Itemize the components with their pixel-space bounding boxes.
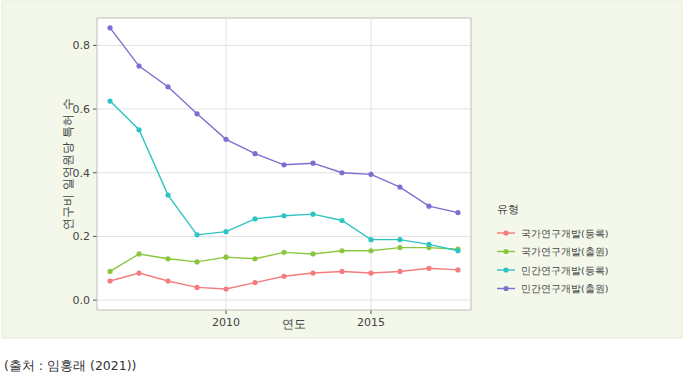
point (339, 218, 344, 223)
point (194, 259, 199, 264)
grid-line (97, 300, 471, 301)
point (165, 84, 170, 89)
legend-label: 민간연구개발(출원) (521, 283, 608, 294)
tick-mark (93, 172, 97, 173)
point (310, 270, 315, 275)
panel (2, 1, 682, 338)
point (194, 111, 199, 116)
point (397, 269, 402, 274)
tick-mark (93, 109, 97, 110)
grid-line (97, 109, 471, 110)
tick-mark (93, 236, 97, 237)
grid-line (226, 18, 227, 310)
point (281, 274, 286, 279)
tick-mark (226, 310, 227, 314)
legend-marker (503, 286, 508, 291)
point (223, 286, 228, 291)
point (252, 256, 257, 261)
series-group (107, 25, 460, 291)
point (310, 212, 315, 217)
point (455, 248, 460, 253)
point (194, 285, 199, 290)
point (368, 237, 373, 242)
point (426, 204, 431, 209)
point (252, 151, 257, 156)
x-tick-label: 2015 (357, 316, 385, 329)
series-line (110, 28, 458, 213)
point (339, 248, 344, 253)
point (165, 256, 170, 261)
tick-mark (93, 300, 97, 301)
point (107, 25, 112, 30)
grid-line (97, 45, 471, 46)
point (339, 269, 344, 274)
grid-line (370, 18, 371, 310)
point (426, 266, 431, 271)
point (223, 137, 228, 142)
point (107, 278, 112, 283)
point (107, 269, 112, 274)
point (455, 210, 460, 215)
series-line (110, 268, 458, 289)
legend-label: 국가연구개발(출원) (521, 246, 608, 257)
y-tick-label: 0.8 (73, 39, 91, 52)
point (165, 278, 170, 283)
legend-label: 민간연구개발(등록) (521, 265, 608, 276)
point (107, 99, 112, 104)
point (223, 255, 228, 260)
point (281, 162, 286, 167)
plot-frame (97, 18, 471, 310)
caption: (출처 : 임홍래 (2021)) (4, 358, 136, 373)
point (455, 267, 460, 272)
series-line (110, 101, 458, 251)
legend-label: 국가연구개발(등록) (521, 228, 608, 239)
x-tick-label: 2010 (212, 316, 240, 329)
y-axis-label: 연구비 일억원당 특허 수 (61, 98, 75, 229)
y-tick-label: 0.6 (73, 103, 91, 116)
point (397, 237, 402, 242)
point (252, 216, 257, 221)
point (136, 251, 141, 256)
point (281, 213, 286, 218)
point (136, 127, 141, 132)
tick-mark (370, 310, 371, 314)
tick-mark (93, 45, 97, 46)
legend-marker (503, 249, 508, 254)
point (368, 172, 373, 177)
y-tick-label: 0.4 (73, 167, 91, 180)
point (397, 184, 402, 189)
legend-marker (503, 230, 508, 235)
grid-line (97, 236, 471, 237)
point (310, 161, 315, 166)
point (368, 270, 373, 275)
legend-marker (503, 267, 508, 272)
point (281, 250, 286, 255)
x-axis-label: 연도 (282, 317, 306, 331)
point (368, 248, 373, 253)
point (165, 192, 170, 197)
plot-area (97, 18, 471, 310)
y-tick-label: 0.2 (73, 230, 91, 243)
point (426, 242, 431, 247)
point (194, 232, 199, 237)
point (136, 63, 141, 68)
series-line (110, 248, 458, 272)
y-tick-label: 0.0 (73, 294, 91, 307)
point (397, 245, 402, 250)
point (310, 251, 315, 256)
grid-line (97, 172, 471, 173)
point (223, 229, 228, 234)
legend-title: 유형 (497, 203, 519, 216)
point (136, 270, 141, 275)
point (339, 170, 344, 175)
chart: 0.0 0.2 0.4 0.6 0.8 2010 2015 연도 연구비 일억원당 특허 수유형… (0, 0, 698, 389)
point (252, 280, 257, 285)
